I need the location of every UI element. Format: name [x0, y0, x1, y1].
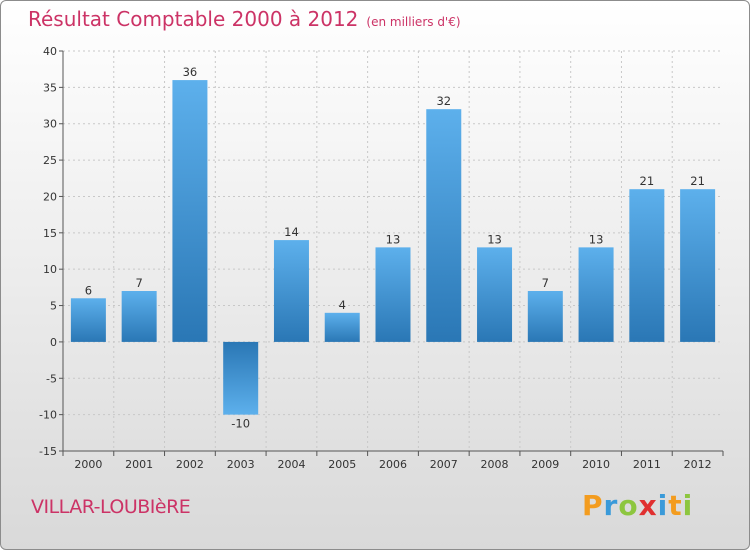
data-label: 13 — [487, 232, 502, 246]
data-label: 36 — [183, 65, 198, 79]
x-tick-label: 2007 — [430, 458, 458, 471]
y-tick-label: -10 — [39, 409, 57, 422]
bar — [629, 189, 665, 342]
data-label: 21 — [690, 174, 705, 188]
chart-title-text: Résultat Comptable 2000 à 2012 — [28, 7, 359, 31]
chart-title: Résultat Comptable 2000 à 2012 (en millie… — [28, 7, 461, 31]
bar — [578, 247, 614, 342]
bar — [680, 189, 716, 342]
y-tick-label: 30 — [43, 118, 57, 131]
bar — [375, 247, 411, 342]
data-label: 7 — [135, 276, 142, 290]
proxiti-logo: Proxiti — [582, 489, 693, 522]
x-tick-label: 2001 — [125, 458, 153, 471]
x-tick-label: 2002 — [176, 458, 204, 471]
logo-letter: t — [668, 489, 683, 522]
x-tick-label: 2006 — [379, 458, 407, 471]
y-tick-label: 35 — [43, 81, 57, 94]
bar — [273, 240, 309, 342]
bar — [223, 341, 259, 415]
data-label: 32 — [436, 94, 451, 108]
bar — [477, 247, 513, 342]
x-tick-label: 2008 — [481, 458, 509, 471]
x-tick-label: 2012 — [684, 458, 712, 471]
x-tick-label: 2000 — [74, 458, 102, 471]
y-tick-label: 5 — [50, 300, 57, 313]
bar — [426, 109, 462, 342]
x-tick-label: 2005 — [328, 458, 356, 471]
data-label: -10 — [231, 417, 250, 431]
logo-letter: i — [657, 489, 669, 522]
x-tick-label: 2011 — [633, 458, 661, 471]
data-label: 7 — [542, 276, 549, 290]
x-tick-label: 2010 — [582, 458, 610, 471]
bar — [527, 291, 563, 342]
logo-letter: o — [618, 489, 639, 522]
y-tick-label: 20 — [43, 190, 57, 203]
bar — [121, 291, 157, 342]
logo-letter: i — [682, 489, 694, 522]
y-tick-label: 0 — [50, 336, 57, 349]
logo-letter: P — [582, 489, 604, 522]
y-tick-label: -15 — [39, 445, 57, 458]
bar — [324, 312, 360, 342]
commune-name: VILLAR-LOUBIèRE — [31, 496, 191, 518]
x-tick-label: 2003 — [227, 458, 255, 471]
logo-letter: x — [638, 489, 658, 522]
data-label: 13 — [589, 232, 604, 246]
data-label: 4 — [339, 298, 346, 312]
x-tick-label: 2009 — [531, 458, 559, 471]
logo-letter: r — [603, 489, 619, 522]
data-label: 13 — [386, 232, 401, 246]
y-tick-label: 15 — [43, 227, 57, 240]
y-tick-label: 25 — [43, 154, 57, 167]
bar — [70, 298, 106, 342]
data-label: 6 — [85, 283, 92, 297]
y-tick-label: -5 — [46, 372, 57, 385]
y-tick-label: 10 — [43, 263, 57, 276]
data-label: 14 — [284, 225, 299, 239]
data-label: 21 — [640, 174, 655, 188]
chart-unit: (en milliers d'€) — [366, 15, 461, 29]
x-tick-label: 2004 — [277, 458, 305, 471]
y-tick-label: 40 — [43, 45, 57, 58]
bar — [172, 80, 208, 342]
